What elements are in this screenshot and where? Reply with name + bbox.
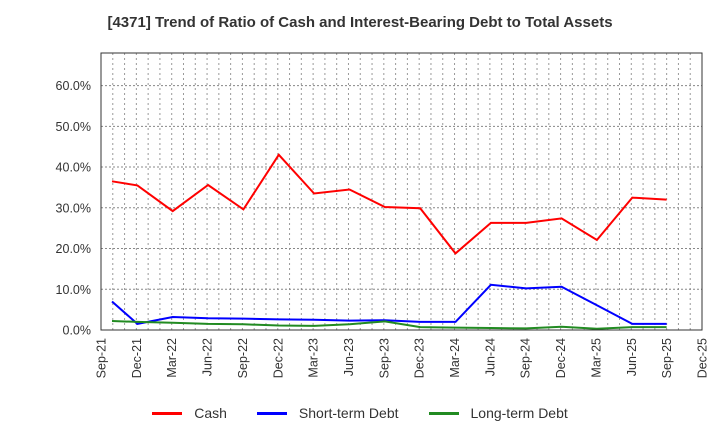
series-line-long-term-debt: [111, 320, 667, 330]
x-tick-label: Dec-21: [130, 338, 144, 378]
y-tick-label: 10.0%: [56, 283, 91, 297]
x-tick-label: Jun-25: [625, 338, 639, 376]
data-series: [111, 153, 667, 330]
legend: Cash Short-term Debt Long-term Debt: [0, 405, 720, 421]
legend-swatch-long-term-debt: [428, 411, 459, 415]
legend-item-long-term-debt: Long-term Debt: [428, 405, 568, 421]
x-tick-label: Sep-25: [660, 338, 674, 378]
x-tick-label: Sep-24: [519, 338, 533, 378]
x-tick-label: Dec-22: [271, 338, 285, 378]
y-tick-label: 50.0%: [56, 120, 91, 134]
legend-swatch-cash: [152, 411, 183, 415]
x-tick-label: Jun-23: [342, 338, 356, 376]
x-tick-label: Dec-25: [696, 338, 710, 378]
legend-item-cash: Cash: [152, 405, 227, 421]
chart-title: [4371] Trend of Ratio of Cash and Intere…: [107, 14, 613, 31]
y-axis-ticks: 0.0% 10.0% 20.0% 30.0% 40.0% 50.0% 60.0%: [56, 79, 91, 337]
y-tick-label: 40.0%: [56, 161, 91, 175]
legend-label: Long-term Debt: [470, 405, 568, 421]
legend-label: Cash: [194, 405, 227, 421]
legend-swatch-short-term-debt: [256, 411, 287, 415]
x-tick-label: Dec-24: [554, 338, 568, 378]
grid-lines: [101, 53, 702, 330]
x-axis-ticks: Sep-21 Dec-21 Mar-22 Jun-22 Sep-22 Dec-22 Mar-…: [95, 338, 710, 378]
x-tick-label: Sep-23: [377, 338, 391, 378]
y-tick-label: 30.0%: [56, 201, 91, 215]
x-tick-label: Jun-22: [201, 338, 215, 376]
y-tick-label: 60.0%: [56, 79, 91, 93]
x-tick-label: Jun-24: [483, 338, 497, 376]
legend-item-short-term-debt: Short-term Debt: [256, 405, 399, 421]
x-tick-label: Mar-25: [589, 338, 603, 378]
x-tick-label: Mar-22: [165, 338, 179, 378]
legend-label: Short-term Debt: [298, 405, 399, 421]
plot-area-border: [100, 52, 703, 331]
y-tick-label: 0.0%: [63, 324, 92, 338]
y-tick-label: 20.0%: [56, 242, 91, 256]
x-tick-label: Sep-22: [236, 338, 250, 378]
series-line-cash: [111, 153, 667, 255]
series-line-short-term-debt: [111, 283, 667, 325]
x-tick-label: Mar-23: [307, 338, 321, 378]
x-tick-label: Dec-23: [413, 338, 427, 378]
x-tick-label: Sep-21: [95, 338, 109, 378]
x-tick-label: Mar-24: [448, 338, 462, 378]
